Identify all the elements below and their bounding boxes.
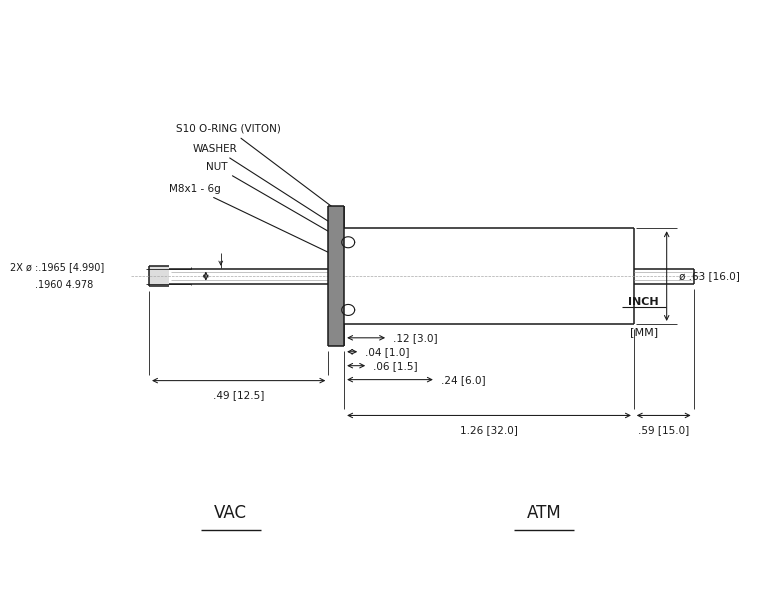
- Text: ATM: ATM: [527, 504, 562, 522]
- Text: [MM]: [MM]: [630, 327, 658, 337]
- Text: .12 [3.0]: .12 [3.0]: [393, 333, 438, 343]
- Text: VAC: VAC: [214, 504, 247, 522]
- Text: ø .63 [16.0]: ø .63 [16.0]: [679, 271, 740, 281]
- Text: 2X ø :.1965 [4.990]: 2X ø :.1965 [4.990]: [10, 262, 104, 272]
- Bar: [328, 206, 344, 346]
- Text: .06 [1.5]: .06 [1.5]: [373, 361, 418, 371]
- Text: .24 [6.0]: .24 [6.0]: [441, 375, 486, 384]
- Text: .49 [12.5]: .49 [12.5]: [213, 390, 264, 401]
- Text: .04 [1.0]: .04 [1.0]: [365, 347, 410, 357]
- Text: M8x1 - 6g: M8x1 - 6g: [169, 184, 330, 253]
- Text: INCH: INCH: [628, 297, 659, 307]
- Text: WASHER: WASHER: [193, 144, 334, 225]
- Text: S10 O-RING (VITON): S10 O-RING (VITON): [176, 124, 336, 210]
- Text: NUT: NUT: [206, 162, 333, 234]
- Text: 1.26 [32.0]: 1.26 [32.0]: [460, 426, 518, 436]
- Text: .1960 4.978: .1960 4.978: [10, 280, 93, 290]
- Text: .59 [15.0]: .59 [15.0]: [638, 426, 689, 436]
- Bar: [149, 266, 169, 286]
